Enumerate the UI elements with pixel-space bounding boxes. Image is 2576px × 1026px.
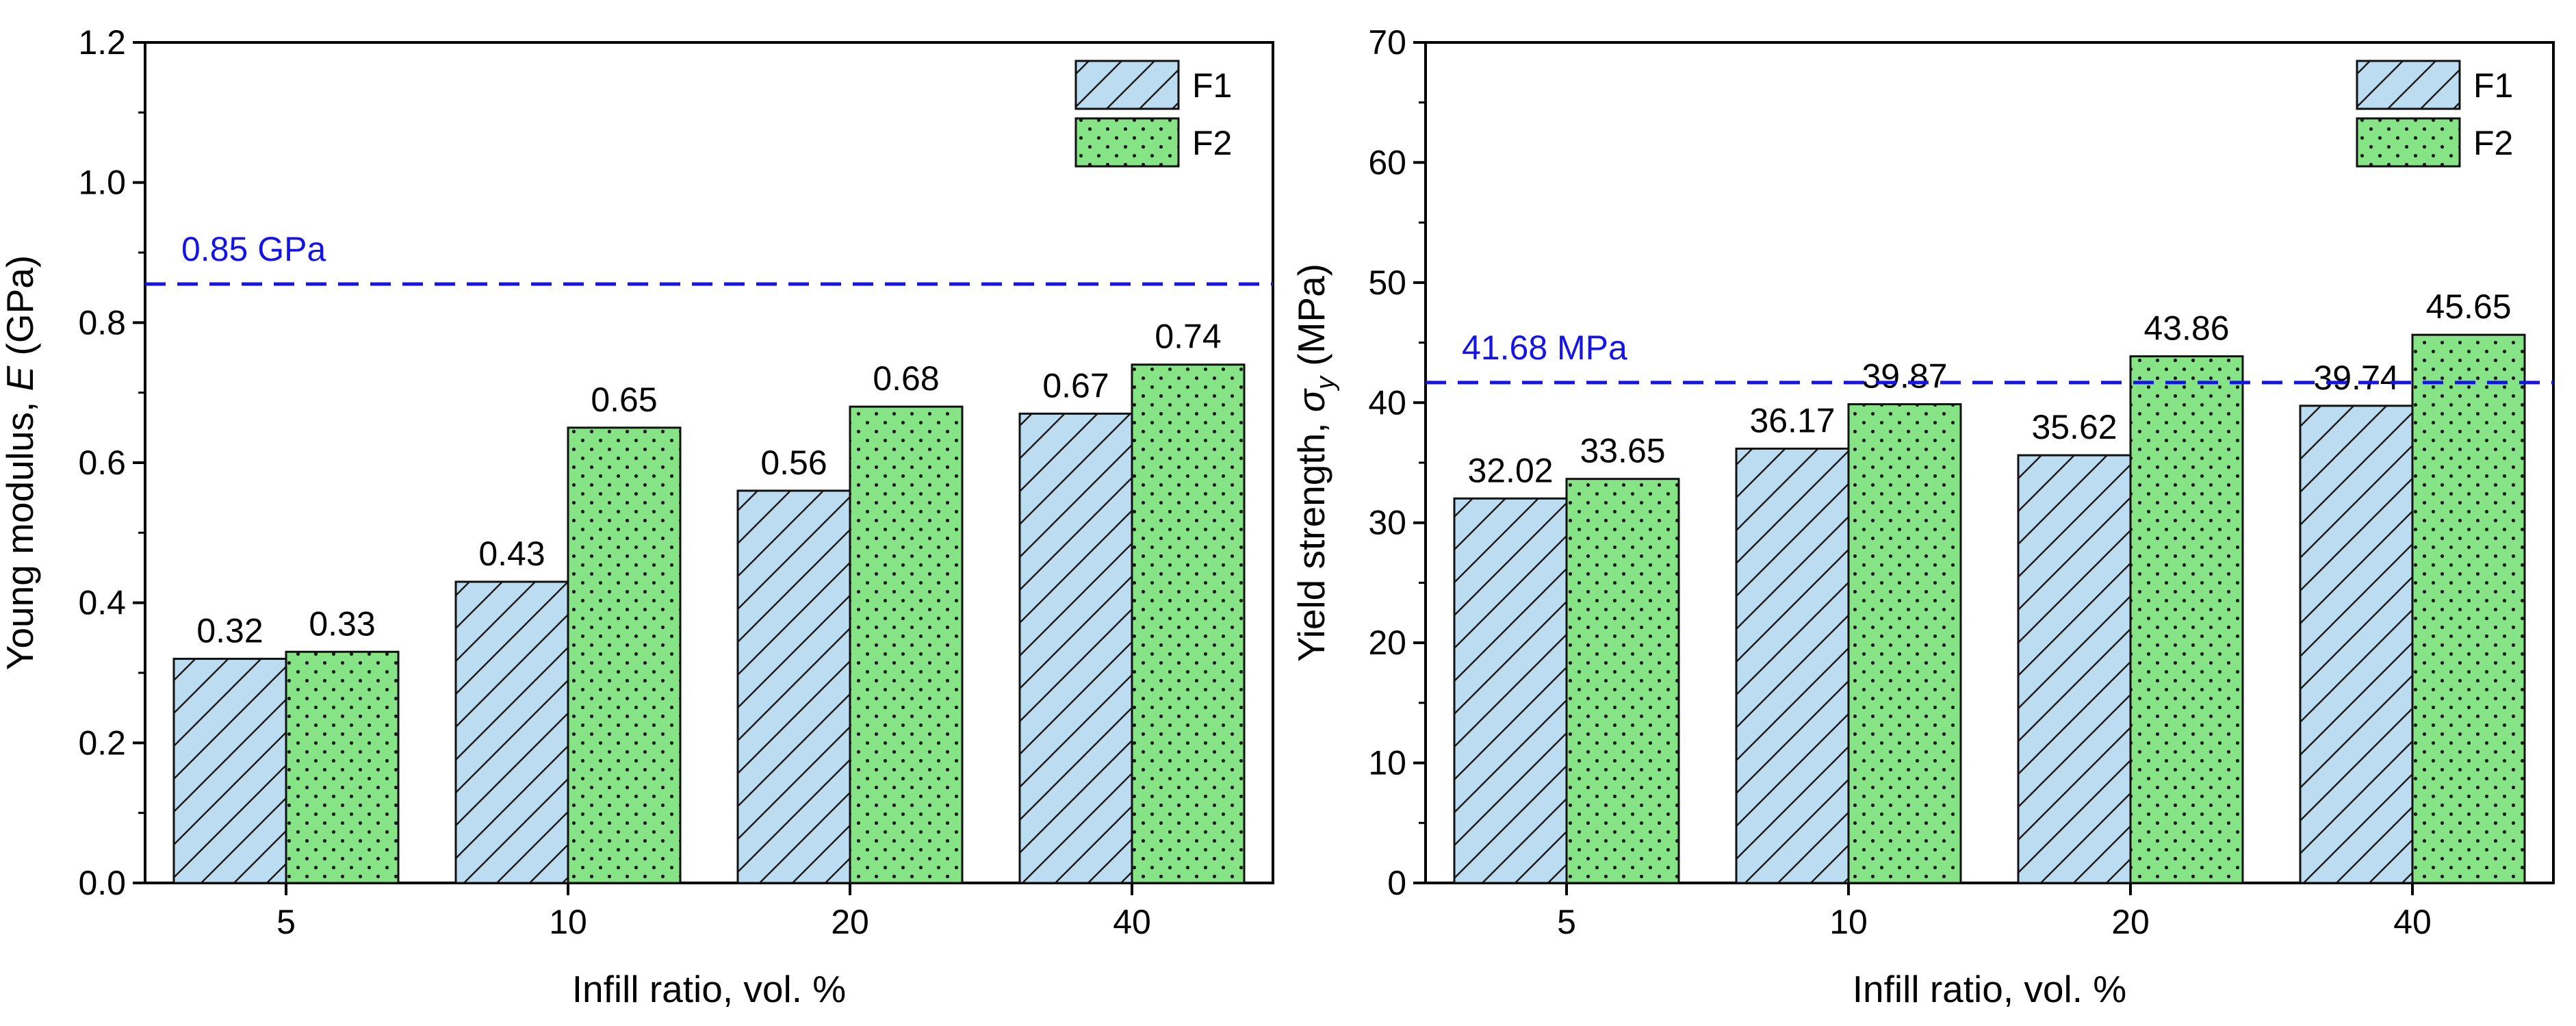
bar-f2-20 (2129, 355, 2244, 884)
bar-f2-40 (2411, 333, 2526, 884)
data-label: 33.65 (1580, 432, 1665, 470)
legend-swatch-f1 (2356, 60, 2461, 110)
data-label: 32.02 (1467, 451, 1553, 489)
data-label: 0.67 (1042, 366, 1109, 405)
yield-strength-chart: 0 10 20 30 40 50 60 70 5 32.02 33.65 10 36.17 39.87 20… (1290, 23, 2555, 1010)
y-tick-label: 0.2 (78, 723, 126, 762)
bar-f1-40 (2299, 405, 2414, 884)
bar-f1-10 (454, 580, 569, 884)
bar-f1-10 (1735, 447, 1850, 884)
y-axis-title: Young modulus, E (GPa) (0, 255, 41, 670)
y-tick-label: 0 (1387, 864, 1406, 902)
x-axis-title: Infill ratio, vol. % (572, 968, 846, 1010)
data-label: 0.68 (873, 359, 939, 398)
data-label: 35.62 (2031, 408, 2117, 446)
y-tick-label: 40 (1368, 383, 1406, 422)
bar-f1-5 (172, 658, 287, 884)
bar-f2-10 (567, 426, 682, 884)
y-tick-label: 10 (1368, 744, 1406, 782)
bar-f1-40 (1018, 412, 1133, 884)
y-tick-label: 60 (1368, 143, 1406, 181)
reference-line-label: 41.68 MPa (1462, 329, 1627, 367)
y-tick-label: 0.0 (78, 864, 126, 902)
x-tick-label: 40 (2393, 903, 2432, 941)
x-tick-label: 10 (1829, 903, 1868, 941)
x-tick-label: 5 (1557, 903, 1576, 941)
reference-line-label: 0.85 GPa (181, 230, 326, 268)
y-axis-symbol: E (0, 365, 41, 391)
y-tick-label: 1.2 (78, 23, 126, 62)
x-axis-title: Infill ratio, vol. % (1853, 968, 2126, 1010)
x-tick-label: 5 (276, 903, 296, 941)
y-axis-title: Yield strength, σy (MPa) (1290, 264, 1340, 662)
data-label: 36.17 (1749, 401, 1835, 439)
data-label: 45.65 (2425, 287, 2511, 326)
y-tick-label: 0.6 (78, 444, 126, 482)
bar-f1-5 (1453, 497, 1568, 884)
x-tick-label: 20 (831, 903, 869, 941)
y-axis-unit: (GPa) (0, 255, 41, 366)
y-tick-label: 0.4 (78, 584, 126, 622)
data-label: 0.74 (1155, 318, 1221, 356)
legend-swatch-f1 (1074, 60, 1180, 110)
x-tick-label: 10 (549, 903, 587, 941)
bar-f1-20 (736, 489, 851, 884)
bar-f1-20 (2017, 454, 2132, 884)
data-label: 43.86 (2143, 309, 2229, 348)
y-tick-label: 50 (1368, 264, 1406, 302)
bar-f2-5 (1565, 478, 1680, 884)
y-tick-label: 0.8 (78, 303, 126, 342)
bar-f2-10 (1847, 403, 1962, 884)
data-label: 0.32 (196, 612, 263, 650)
legend-swatch-f2 (1074, 117, 1180, 168)
data-label: 0.33 (309, 604, 375, 643)
y-tick-label: 1.0 (78, 164, 126, 202)
young-modulus-chart: 0.0 0.2 0.4 0.6 0.8 1.0 1.2 5 0.32 0.33 10 0.43 0.65… (0, 23, 1274, 1010)
y-axis-unit: (MPa) (1290, 264, 1332, 376)
x-tick-label: 20 (2111, 903, 2150, 941)
y-tick-label: 20 (1368, 624, 1406, 662)
data-label: 39.74 (2313, 359, 2399, 397)
legend-label-f1: F1 (2473, 66, 2513, 105)
bar-f2-40 (1131, 363, 1246, 884)
bar-f2-20 (849, 405, 964, 884)
y-axis-title-text: Yield strength, (1290, 412, 1332, 662)
data-label: 39.87 (1862, 357, 1947, 396)
y-axis-title-text: Young modulus, (0, 391, 41, 670)
bar-f2-5 (285, 650, 400, 884)
y-tick-label: 30 (1368, 504, 1406, 542)
x-tick-label: 40 (1113, 903, 1151, 941)
legend-label-f2: F2 (1192, 124, 1232, 162)
data-label: 0.43 (478, 535, 545, 573)
data-label: 0.56 (760, 444, 827, 482)
y-axis-subscript: y (1311, 375, 1340, 392)
data-label: 0.65 (591, 381, 657, 419)
legend-label-f2: F2 (2473, 124, 2513, 162)
legend-label-f1: F1 (1192, 66, 1232, 105)
y-tick-label: 70 (1368, 23, 1406, 62)
y-axis-symbol: σ (1290, 388, 1332, 412)
legend-swatch-f2 (2356, 117, 2461, 168)
